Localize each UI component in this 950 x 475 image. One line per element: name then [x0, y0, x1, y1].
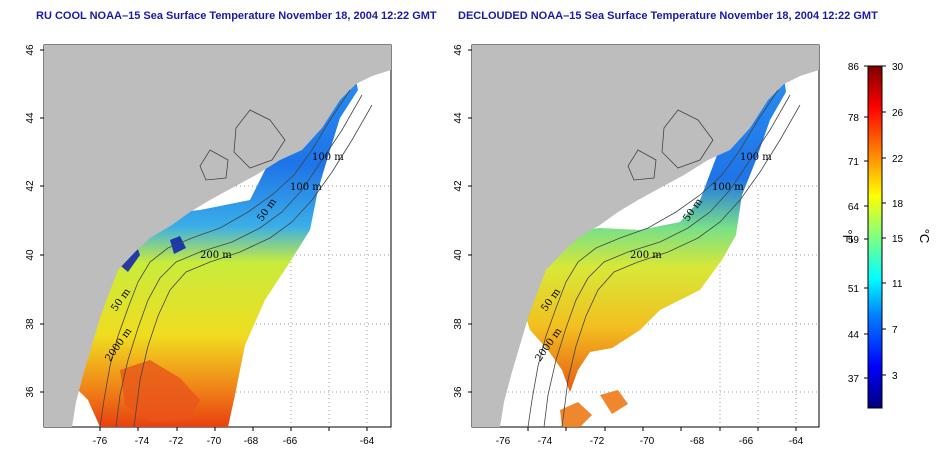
map-panel-raw: 100 m 100 m 50 m 200 m 50 m 2000 m -76 -… — [25, 44, 392, 447]
contour-label: 100 m — [290, 182, 322, 193]
fahrenheit-tick-label: 44 — [848, 330, 860, 341]
celsius-unit-label: °C — [917, 229, 932, 244]
warm-patch — [560, 390, 628, 427]
lat-tick-label: 42 — [25, 180, 36, 192]
lon-tick-label: -68 — [244, 436, 259, 447]
celsius-tick-label: 3 — [892, 371, 898, 382]
fahrenheit-tick-label: 59 — [848, 235, 860, 246]
lat-tick-label: 44 — [25, 112, 36, 124]
map-panel-declouded: 100 m 100 m 50 m 200 m 50 m 2000 m -76 -… — [453, 44, 820, 447]
colorbar-gradient — [867, 65, 883, 409]
lon-tick-label: -76 — [93, 436, 108, 447]
contour-label: 200 m — [200, 250, 232, 261]
land-nova-scotia — [360, 45, 391, 72]
lat-tick-label: 46 — [453, 44, 464, 56]
lat-tick-label: 40 — [25, 249, 36, 261]
fahrenheit-tick-label: 64 — [848, 202, 860, 213]
contour-label: 100 m — [312, 152, 344, 163]
celsius-tick-label: 15 — [892, 234, 904, 245]
lon-tick-label: -72 — [169, 436, 184, 447]
lat-tick-label: 46 — [25, 44, 36, 56]
lon-tick-label: -66 — [283, 436, 298, 447]
cold-patches — [46, 232, 186, 348]
tick-marks — [40, 49, 368, 431]
lon-tick-label: -70 — [207, 436, 222, 447]
fahrenheit-unit-label: °F — [840, 229, 855, 242]
temperature-colorbar: 86 78 71 64 59 51 44 37 30 26 22 18 15 1… — [840, 62, 932, 409]
lon-tick-label: -76 — [496, 436, 511, 447]
lat-tick-label: 36 — [453, 386, 464, 398]
celsius-tick-label: 30 — [892, 62, 904, 73]
lat-tick-label: 38 — [453, 318, 464, 330]
title-raw: RU COOL NOAA–15 Sea Surface Temperature … — [36, 10, 437, 22]
lat-tick-label: 36 — [25, 386, 36, 398]
fahrenheit-tick-label: 86 — [848, 62, 860, 73]
contour-label: 100 m — [740, 152, 772, 163]
contour-label: 200 m — [630, 250, 662, 261]
fahrenheit-tick-label: 37 — [848, 374, 860, 385]
lon-tick-label: -68 — [690, 436, 705, 447]
lat-tick-label: 38 — [25, 318, 36, 330]
lon-tick-label: -70 — [640, 436, 655, 447]
colorbar-ticks — [864, 65, 886, 379]
celsius-tick-label: 26 — [892, 108, 904, 119]
tick-marks — [468, 49, 797, 431]
land-mass — [44, 45, 391, 427]
contour-label: 100 m — [712, 182, 744, 193]
celsius-tick-label: 11 — [892, 279, 903, 290]
lat-tick-label: 42 — [453, 180, 464, 192]
lat-tick-label: 40 — [453, 249, 464, 261]
fahrenheit-tick-label: 71 — [848, 157, 860, 168]
lon-tick-label: -74 — [135, 436, 150, 447]
celsius-tick-label: 18 — [892, 199, 904, 210]
warm-patch — [120, 360, 200, 422]
lon-tick-label: -66 — [739, 436, 754, 447]
lat-tick-label: 44 — [453, 112, 464, 124]
lon-tick-label: -74 — [538, 436, 553, 447]
title-declouded: DECLOUDED NOAA–15 Sea Surface Temperatur… — [458, 10, 878, 22]
lon-tick-label: -64 — [360, 436, 375, 447]
bathymetry-contours — [99, 89, 373, 428]
celsius-tick-label: 22 — [892, 154, 904, 165]
celsius-tick-label: 7 — [892, 325, 898, 336]
fahrenheit-tick-label: 78 — [848, 113, 860, 124]
bathymetry-contours — [527, 89, 801, 428]
fahrenheit-tick-label: 51 — [848, 284, 860, 295]
lon-tick-label: -72 — [590, 436, 605, 447]
land-mass — [472, 45, 819, 427]
lon-tick-label: -64 — [789, 436, 804, 447]
